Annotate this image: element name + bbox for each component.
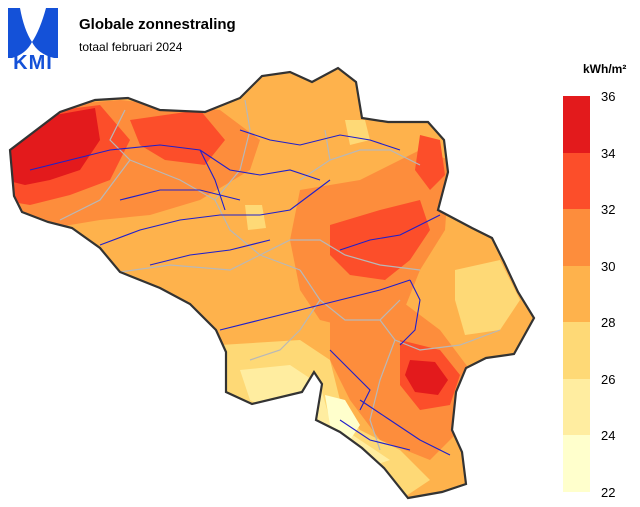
legend-box-28-30 [563,265,590,323]
legend-tick-label: 26 [601,371,616,387]
rivers [29,129,451,456]
legend-box-32-34 [563,152,590,210]
legend-unit: kWh/m² [583,62,627,76]
legend-tick-label: 30 [601,258,616,274]
zone-32-34-liege [330,200,430,280]
kmi-logo [8,8,58,58]
map-subtitle: totaal februari 2024 [79,40,183,54]
zone-34-36-coast [10,108,100,185]
map-title: Globale zonnestraling [79,16,236,33]
zone-26-28-center [245,205,266,230]
legend-tick-label: 34 [601,145,616,161]
legend-box-26-28 [563,322,590,379]
legend-tick-label: 36 [601,89,616,104]
legend-box-22-24 [563,435,590,492]
legend-tick-label: 28 [601,315,616,330]
zone-34-36-south [405,360,448,395]
logo-text: KMI [13,52,53,74]
legend-tick-label: 24 [601,428,616,443]
legend-tick-label: 22 [601,484,616,500]
legend-tick-label: 32 [601,202,616,217]
zone-26-28-east [455,260,520,335]
zone-32-34-ne [415,135,445,190]
legend-box-30-32 [563,209,590,266]
zone-22-24-south [325,395,360,440]
legend-box-24-26 [563,378,590,436]
legend-box-34-36 [563,96,590,153]
